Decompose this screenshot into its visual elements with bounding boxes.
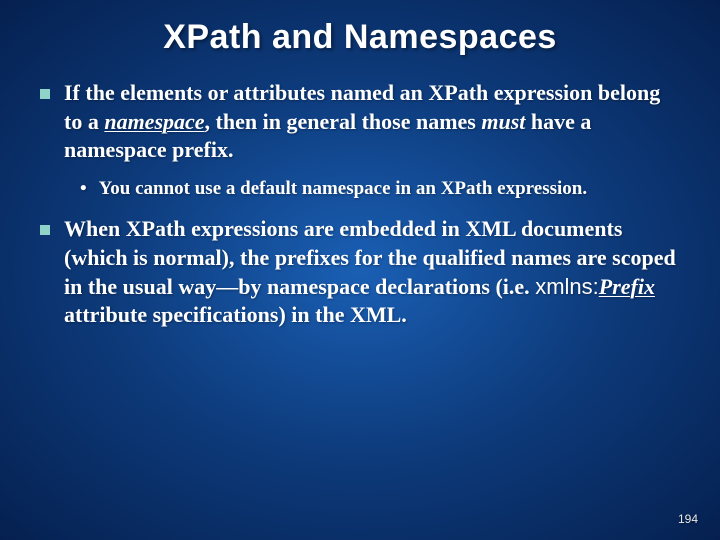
text-run: attribute specifications) in the XML.	[64, 302, 407, 327]
page-number: 194	[678, 512, 698, 526]
dot-bullet-icon: •	[80, 177, 87, 202]
bullet-text: When XPath expressions are embedded in X…	[64, 215, 684, 329]
text-run: must	[481, 109, 525, 134]
square-bullet-icon	[40, 89, 50, 99]
text-run: You cannot use a default namespace in an…	[99, 178, 587, 199]
bullet-item: If the elements or attributes named an X…	[40, 79, 684, 165]
text-run: xmlns:	[535, 274, 599, 299]
text-run: Prefix	[599, 274, 655, 299]
bullet-text: You cannot use a default namespace in an…	[99, 177, 684, 202]
slide: XPath and Namespaces If the elements or …	[0, 0, 720, 540]
sub-bullet-item: • You cannot use a default namespace in …	[80, 177, 684, 202]
square-bullet-icon	[40, 225, 50, 235]
slide-title: XPath and Namespaces	[36, 18, 684, 57]
text-run: namespace	[104, 109, 204, 134]
text-run: , then in general those names	[205, 109, 482, 134]
slide-body: If the elements or attributes named an X…	[36, 79, 684, 330]
bullet-item: When XPath expressions are embedded in X…	[40, 215, 684, 329]
bullet-text: If the elements or attributes named an X…	[64, 79, 684, 165]
